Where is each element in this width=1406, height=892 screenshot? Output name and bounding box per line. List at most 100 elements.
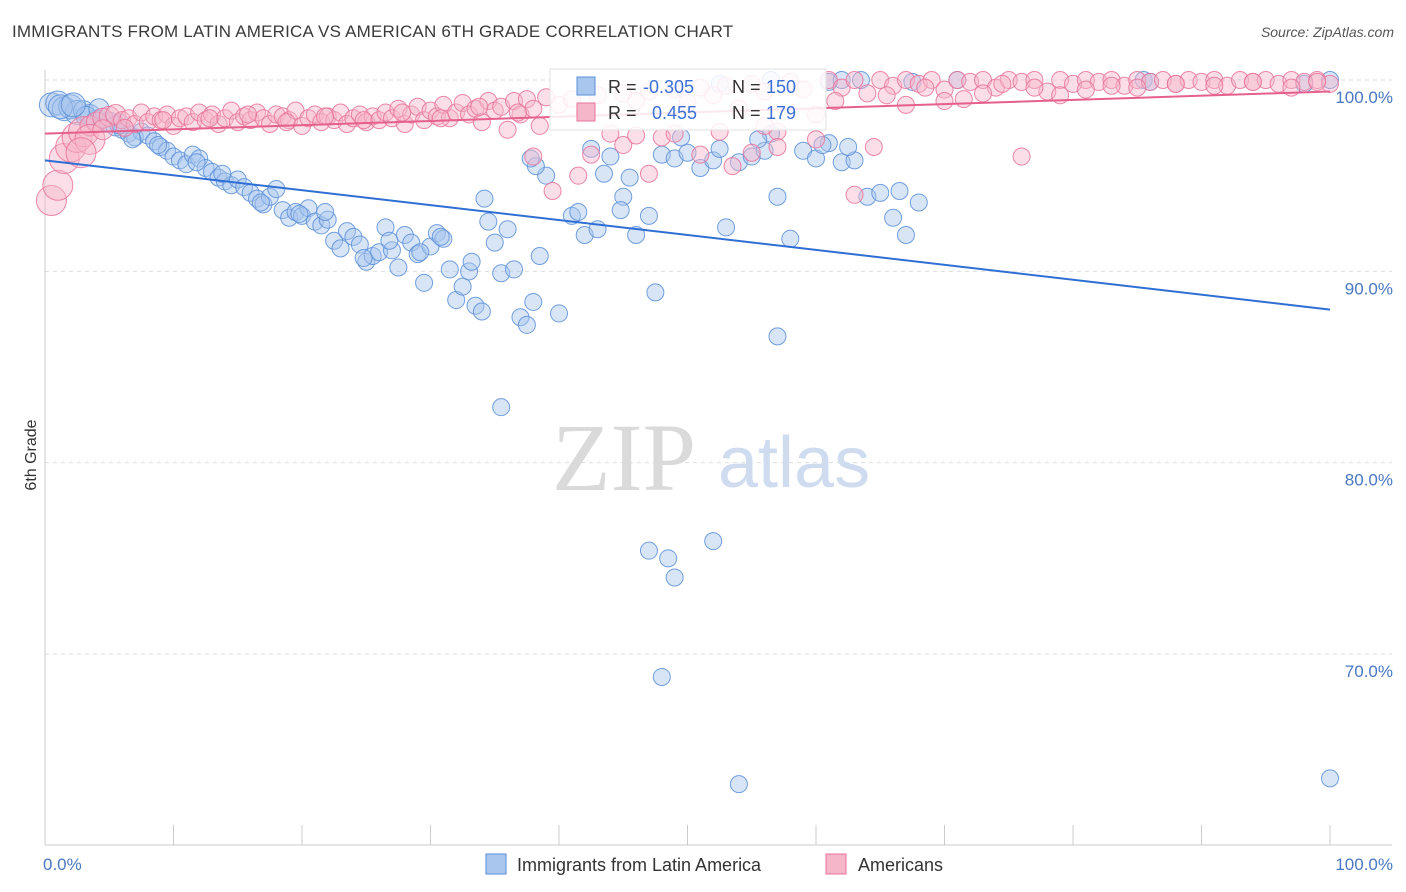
legend-swatch-immigrants <box>485 853 507 875</box>
point-a-119 <box>665 568 684 587</box>
stats-legend-box <box>549 68 827 131</box>
point-b-170 <box>826 92 845 111</box>
point-b-176 <box>92 119 114 141</box>
point-a-62 <box>440 260 459 279</box>
point-a-48 <box>350 235 369 254</box>
y-tick-label-0: 100.0% <box>1335 88 1393 107</box>
legend-label-americans: Americans <box>858 855 943 875</box>
y-tick-label-2: 80.0% <box>1345 471 1393 490</box>
point-a-68 <box>479 212 498 231</box>
stats-r-label-b: R = <box>608 103 637 123</box>
point-b-178 <box>115 118 134 137</box>
legend-swatch-americans <box>825 853 847 875</box>
axes <box>44 70 1392 846</box>
point-b-149 <box>742 143 761 162</box>
point-b-181 <box>239 105 258 124</box>
point-b-4 <box>61 121 93 153</box>
stats-n-label-b: N = <box>732 103 761 123</box>
point-a-95 <box>768 187 787 206</box>
stats-n-value-a: 150 <box>766 77 796 97</box>
watermark: ZIP atlas <box>552 404 870 511</box>
point-a-146 <box>710 139 729 158</box>
point-a-56 <box>402 233 421 252</box>
point-a-105 <box>896 225 915 244</box>
point-a-54 <box>389 258 408 277</box>
y-axis-title: 6th Grade <box>23 419 40 490</box>
watermark-atlas: atlas <box>718 423 870 503</box>
point-a-149 <box>890 181 909 200</box>
point-a-157 <box>354 248 373 267</box>
point-a-44 <box>325 231 344 250</box>
point-b-167 <box>1308 72 1327 91</box>
point-b-155 <box>935 92 954 111</box>
point-b-76 <box>530 116 549 135</box>
point-b-153 <box>864 137 883 156</box>
point-a-151 <box>60 92 86 118</box>
point-a-122 <box>729 775 748 794</box>
point-b-185 <box>393 103 412 122</box>
point-a-45 <box>331 239 350 258</box>
point-a-107 <box>839 137 858 156</box>
point-a-153 <box>149 136 168 155</box>
point-a-78 <box>550 304 568 323</box>
point-b-71 <box>498 120 517 139</box>
point-a-33 <box>254 195 273 214</box>
point-a-34 <box>260 187 279 206</box>
point-b-172 <box>916 78 935 97</box>
point-b-143 <box>614 136 633 155</box>
point-a-35 <box>267 180 286 199</box>
point-a-155 <box>251 193 270 212</box>
point-a-141 <box>431 227 450 246</box>
point-b-144 <box>639 164 658 183</box>
point-a-112 <box>582 139 601 158</box>
point-b-184 <box>354 111 373 130</box>
point-b-67 <box>472 113 491 132</box>
chart-source: Source: ZipAtlas.com <box>1260 24 1394 40</box>
point-b-148 <box>723 157 742 176</box>
point-b-1 <box>42 169 74 201</box>
point-b-173 <box>954 90 973 109</box>
point-b-186 <box>431 109 450 128</box>
point-a-154 <box>187 153 206 172</box>
point-a-110 <box>620 168 639 187</box>
point-a-118 <box>659 549 678 568</box>
point-b-107 <box>922 71 941 89</box>
point-b-183 <box>316 107 335 126</box>
stats-r-label-a: R = <box>608 77 637 97</box>
point-a-142 <box>475 189 494 208</box>
point-a-67 <box>472 302 491 321</box>
point-a-131 <box>1134 71 1153 89</box>
stats-legend: R = -0.305 N = 150 R = 0.455 N = 179 <box>549 68 827 131</box>
point-b-174 <box>993 74 1012 93</box>
point-a-140 <box>380 231 399 250</box>
point-a-116 <box>768 327 787 346</box>
point-b-152 <box>845 185 864 204</box>
legend-label-immigrants: Immigrants from Latin America <box>517 855 762 875</box>
point-a-150 <box>47 94 73 120</box>
point-a-58 <box>415 273 434 292</box>
point-a-115 <box>492 398 511 417</box>
point-b-160 <box>1076 80 1095 99</box>
bottom-legend: Immigrants from Latin America Americans <box>485 853 943 875</box>
point-a-85 <box>639 206 658 225</box>
point-a-76 <box>530 247 549 266</box>
point-b-74 <box>517 90 536 109</box>
point-b-102 <box>858 84 877 103</box>
point-b-163 <box>1166 74 1185 93</box>
point-b-162 <box>1128 78 1147 97</box>
point-a-121 <box>652 667 671 686</box>
point-a-104 <box>884 208 903 227</box>
point-a-111 <box>594 164 613 183</box>
point-a-117 <box>639 541 658 560</box>
watermark-zip: ZIP <box>552 404 696 511</box>
point-a-145 <box>611 201 630 220</box>
point-b-161 <box>1102 76 1121 95</box>
tick-labels: 100.0% 90.0% 80.0% 70.0% 0.0% 100.0% <box>43 88 1393 874</box>
point-a-156 <box>290 204 309 223</box>
point-a-72 <box>505 260 524 279</box>
point-a-64 <box>453 277 472 296</box>
trend-line-immigrants <box>44 159 1331 311</box>
point-a-84 <box>627 225 646 244</box>
point-b-150 <box>768 137 787 156</box>
series-immigrants-points <box>38 71 1339 794</box>
